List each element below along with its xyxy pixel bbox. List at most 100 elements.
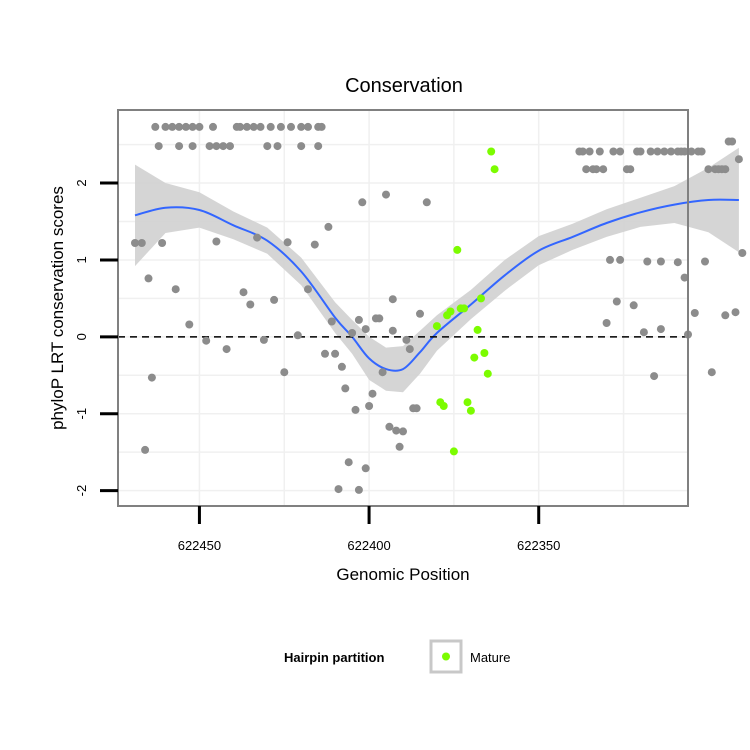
point-other	[270, 295, 279, 304]
point-other	[728, 137, 737, 146]
point-other	[673, 258, 682, 267]
point-other	[382, 190, 390, 199]
point-mature	[449, 447, 458, 456]
point-other	[273, 142, 282, 151]
point-other	[195, 122, 204, 131]
point-mature	[463, 398, 472, 407]
point-other	[263, 142, 272, 151]
point-other	[639, 328, 648, 337]
point-other	[222, 345, 231, 354]
point-mature	[466, 406, 475, 415]
point-mature	[460, 304, 469, 313]
point-mature	[446, 307, 455, 316]
point-other	[701, 257, 709, 266]
point-mature	[432, 322, 441, 331]
point-other	[636, 147, 645, 156]
y-tick-label: 0	[74, 333, 89, 340]
legend: Hairpin partition Mature	[284, 639, 510, 674]
point-other	[334, 485, 343, 494]
point-other	[416, 309, 424, 318]
legend-mature-dot	[442, 652, 450, 661]
point-other	[314, 142, 323, 151]
point-other	[707, 368, 716, 377]
point-other	[236, 122, 245, 131]
point-other	[259, 335, 268, 344]
point-other	[656, 257, 665, 266]
point-other	[327, 317, 336, 326]
point-other	[388, 326, 397, 335]
point-other	[341, 384, 350, 393]
point-mature	[490, 165, 499, 174]
point-other	[185, 320, 194, 329]
point-other	[317, 122, 326, 131]
point-other	[368, 389, 377, 398]
point-other	[643, 257, 652, 266]
point-other	[293, 331, 302, 340]
point-other	[151, 122, 160, 131]
point-other	[131, 239, 139, 247]
point-other	[595, 147, 604, 156]
point-other	[297, 122, 306, 131]
point-other	[616, 147, 625, 156]
point-other	[731, 308, 740, 317]
x-tick-label: 622450	[178, 538, 221, 553]
point-other	[297, 142, 306, 151]
point-other	[612, 297, 621, 306]
point-other	[653, 147, 662, 156]
point-other	[378, 368, 387, 377]
point-other	[287, 122, 295, 131]
smooth-line	[134, 198, 739, 372]
point-mature	[453, 245, 462, 254]
point-other	[188, 142, 197, 151]
point-other	[337, 362, 346, 371]
point-other	[585, 147, 594, 156]
point-other	[321, 349, 329, 358]
point-mature	[473, 325, 482, 334]
point-other	[304, 285, 312, 294]
point-other	[402, 335, 411, 344]
point-other	[276, 122, 285, 131]
point-other	[646, 147, 655, 156]
point-other	[392, 426, 401, 435]
point-other	[375, 314, 384, 323]
point-other	[361, 325, 370, 334]
point-other	[412, 404, 421, 413]
point-other	[721, 165, 730, 174]
x-tick-label: 622400	[347, 538, 390, 553]
point-other	[137, 239, 146, 247]
point-other	[626, 165, 635, 174]
point-other	[202, 336, 211, 345]
point-other	[348, 329, 357, 337]
x-tick-label: 622350	[517, 538, 560, 553]
point-other	[181, 122, 190, 131]
point-other	[209, 122, 217, 131]
smooth-line-layer	[134, 198, 739, 372]
points-layer	[131, 122, 747, 494]
point-other	[680, 273, 689, 282]
point-other	[304, 122, 312, 131]
point-other	[249, 122, 258, 131]
point-other	[361, 464, 370, 473]
panel-border	[117, 109, 689, 507]
point-other	[144, 274, 153, 283]
point-other	[704, 165, 713, 174]
point-other	[226, 142, 234, 151]
point-other	[310, 240, 319, 249]
point-other	[738, 249, 747, 257]
point-other	[697, 147, 706, 156]
point-mature	[477, 294, 485, 303]
point-other	[734, 155, 743, 164]
y-axis: -2 -1 0 1 2	[74, 179, 118, 496]
y-tick-label: -2	[74, 485, 89, 497]
x-axis: 622450 622400 622350	[178, 506, 560, 553]
point-other	[351, 405, 360, 414]
point-other	[175, 122, 184, 131]
point-other	[395, 442, 404, 451]
y-tick-label: -1	[74, 408, 89, 420]
point-other	[154, 142, 163, 151]
point-other	[578, 147, 587, 156]
point-mature	[470, 353, 479, 362]
point-other	[660, 147, 669, 156]
point-other	[667, 147, 675, 156]
